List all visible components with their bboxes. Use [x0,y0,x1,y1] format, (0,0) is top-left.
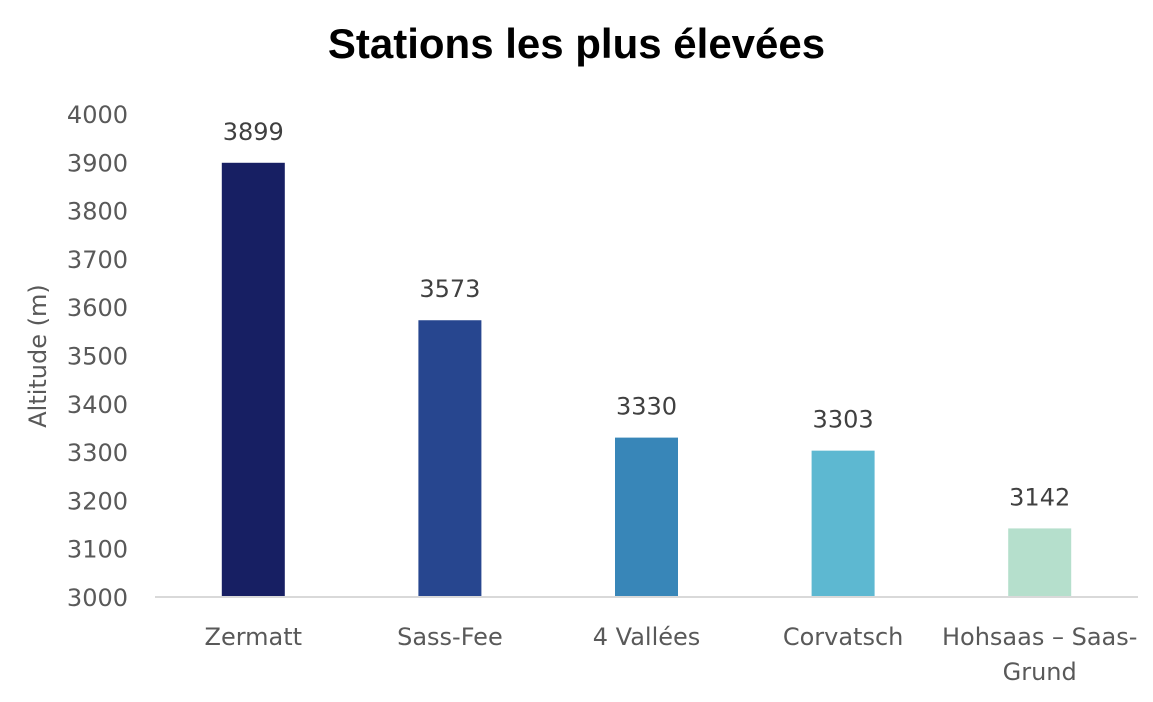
x-tick-label-line: Hohsaas – Saas- [942,623,1137,651]
y-tick-label: 3500 [67,343,128,371]
bar [811,450,875,597]
bar [418,320,482,597]
bar [615,437,678,597]
x-axis-tick-labels: Zermatt Sass-Fee 4 Vallées Corvatsch Hohsaas… [205,623,1138,686]
y-tick-label: 3800 [67,198,128,226]
y-axis-label: Altitude (m) [24,284,52,428]
data-label: 3303 [813,406,874,434]
y-tick-label: 3000 [67,584,128,612]
x-tick-label: Corvatsch [783,623,904,651]
y-tick-label: 3600 [67,294,128,322]
y-tick-label: 4000 [67,101,128,129]
data-label: 3899 [223,118,284,146]
chart-title: Stations les plus élevées [327,20,826,67]
data-labels-group: 3899 3573 3330 3303 3142 [223,118,1070,512]
y-tick-label: 3100 [67,536,128,564]
x-tick-label-line: Corvatsch [783,623,904,651]
bars-group [221,162,1072,597]
data-label: 3142 [1009,483,1070,511]
x-tick-label-line: 4 Vallées [593,623,701,651]
y-tick-label: 3300 [67,439,128,467]
y-tick-label: 3400 [67,391,128,419]
y-tick-label: 3700 [67,246,128,274]
data-label: 3330 [616,393,677,421]
x-tick-label-line: Sass-Fee [397,623,503,651]
y-axis-tick-labels: 3000 3100 3200 3300 3400 3500 3600 3700 3800 3900… [67,101,128,612]
x-tick-label-line: Grund [1003,658,1077,686]
bar [1008,528,1072,597]
y-tick-label: 3900 [67,149,128,177]
bar [221,162,285,597]
x-tick-label: 4 Vallées [593,623,701,651]
x-tick-label-line: Zermatt [205,623,303,651]
x-tick-label: Sass-Fee [397,623,503,651]
x-tick-label: Hohsaas – Saas- Grund [942,623,1137,686]
y-tick-label: 3200 [67,487,128,515]
x-tick-label: Zermatt [205,623,303,651]
data-label: 3573 [419,275,480,303]
